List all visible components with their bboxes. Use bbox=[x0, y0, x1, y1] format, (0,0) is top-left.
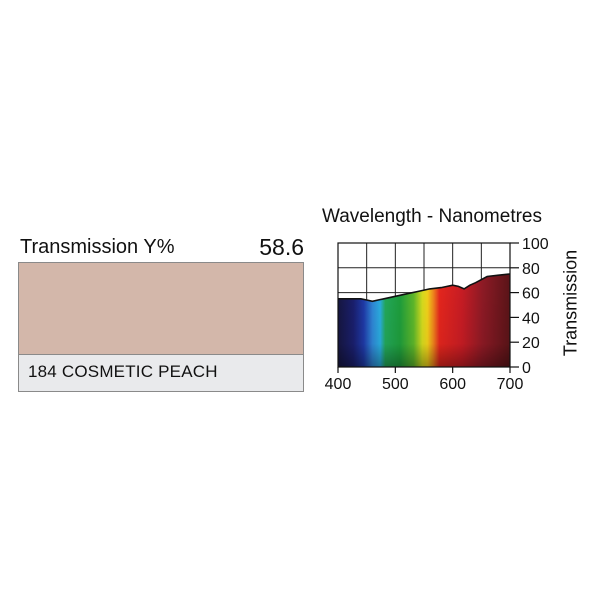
transmission-label: Transmission Y% bbox=[20, 236, 175, 258]
y-tick-label: 20 bbox=[522, 335, 540, 352]
filter-name-box: 184 COSMETIC PEACH bbox=[18, 354, 304, 392]
plot-frame bbox=[337, 242, 511, 368]
y-tick-label: 0 bbox=[522, 360, 531, 377]
color-swatch bbox=[18, 262, 304, 354]
x-tick-label: 600 bbox=[439, 376, 466, 393]
x-tick-label: 500 bbox=[382, 376, 409, 393]
y-axis-title: Transmission bbox=[560, 249, 581, 357]
transmission-value: 58.6 bbox=[259, 234, 304, 260]
transmission-curve bbox=[338, 273, 511, 303]
chart-title: Wavelength - Nanometres bbox=[322, 206, 543, 227]
x-tick-label: 700 bbox=[497, 376, 524, 393]
y-tick-label: 60 bbox=[522, 286, 540, 303]
y-tick-label: 100 bbox=[522, 236, 549, 253]
x-tick-label: 400 bbox=[325, 376, 352, 393]
y-tick-label: 40 bbox=[522, 310, 540, 327]
spectrum-shading bbox=[338, 274, 510, 367]
filter-name: 184 COSMETIC PEACH bbox=[28, 362, 218, 381]
y-tick-label: 80 bbox=[522, 261, 540, 278]
